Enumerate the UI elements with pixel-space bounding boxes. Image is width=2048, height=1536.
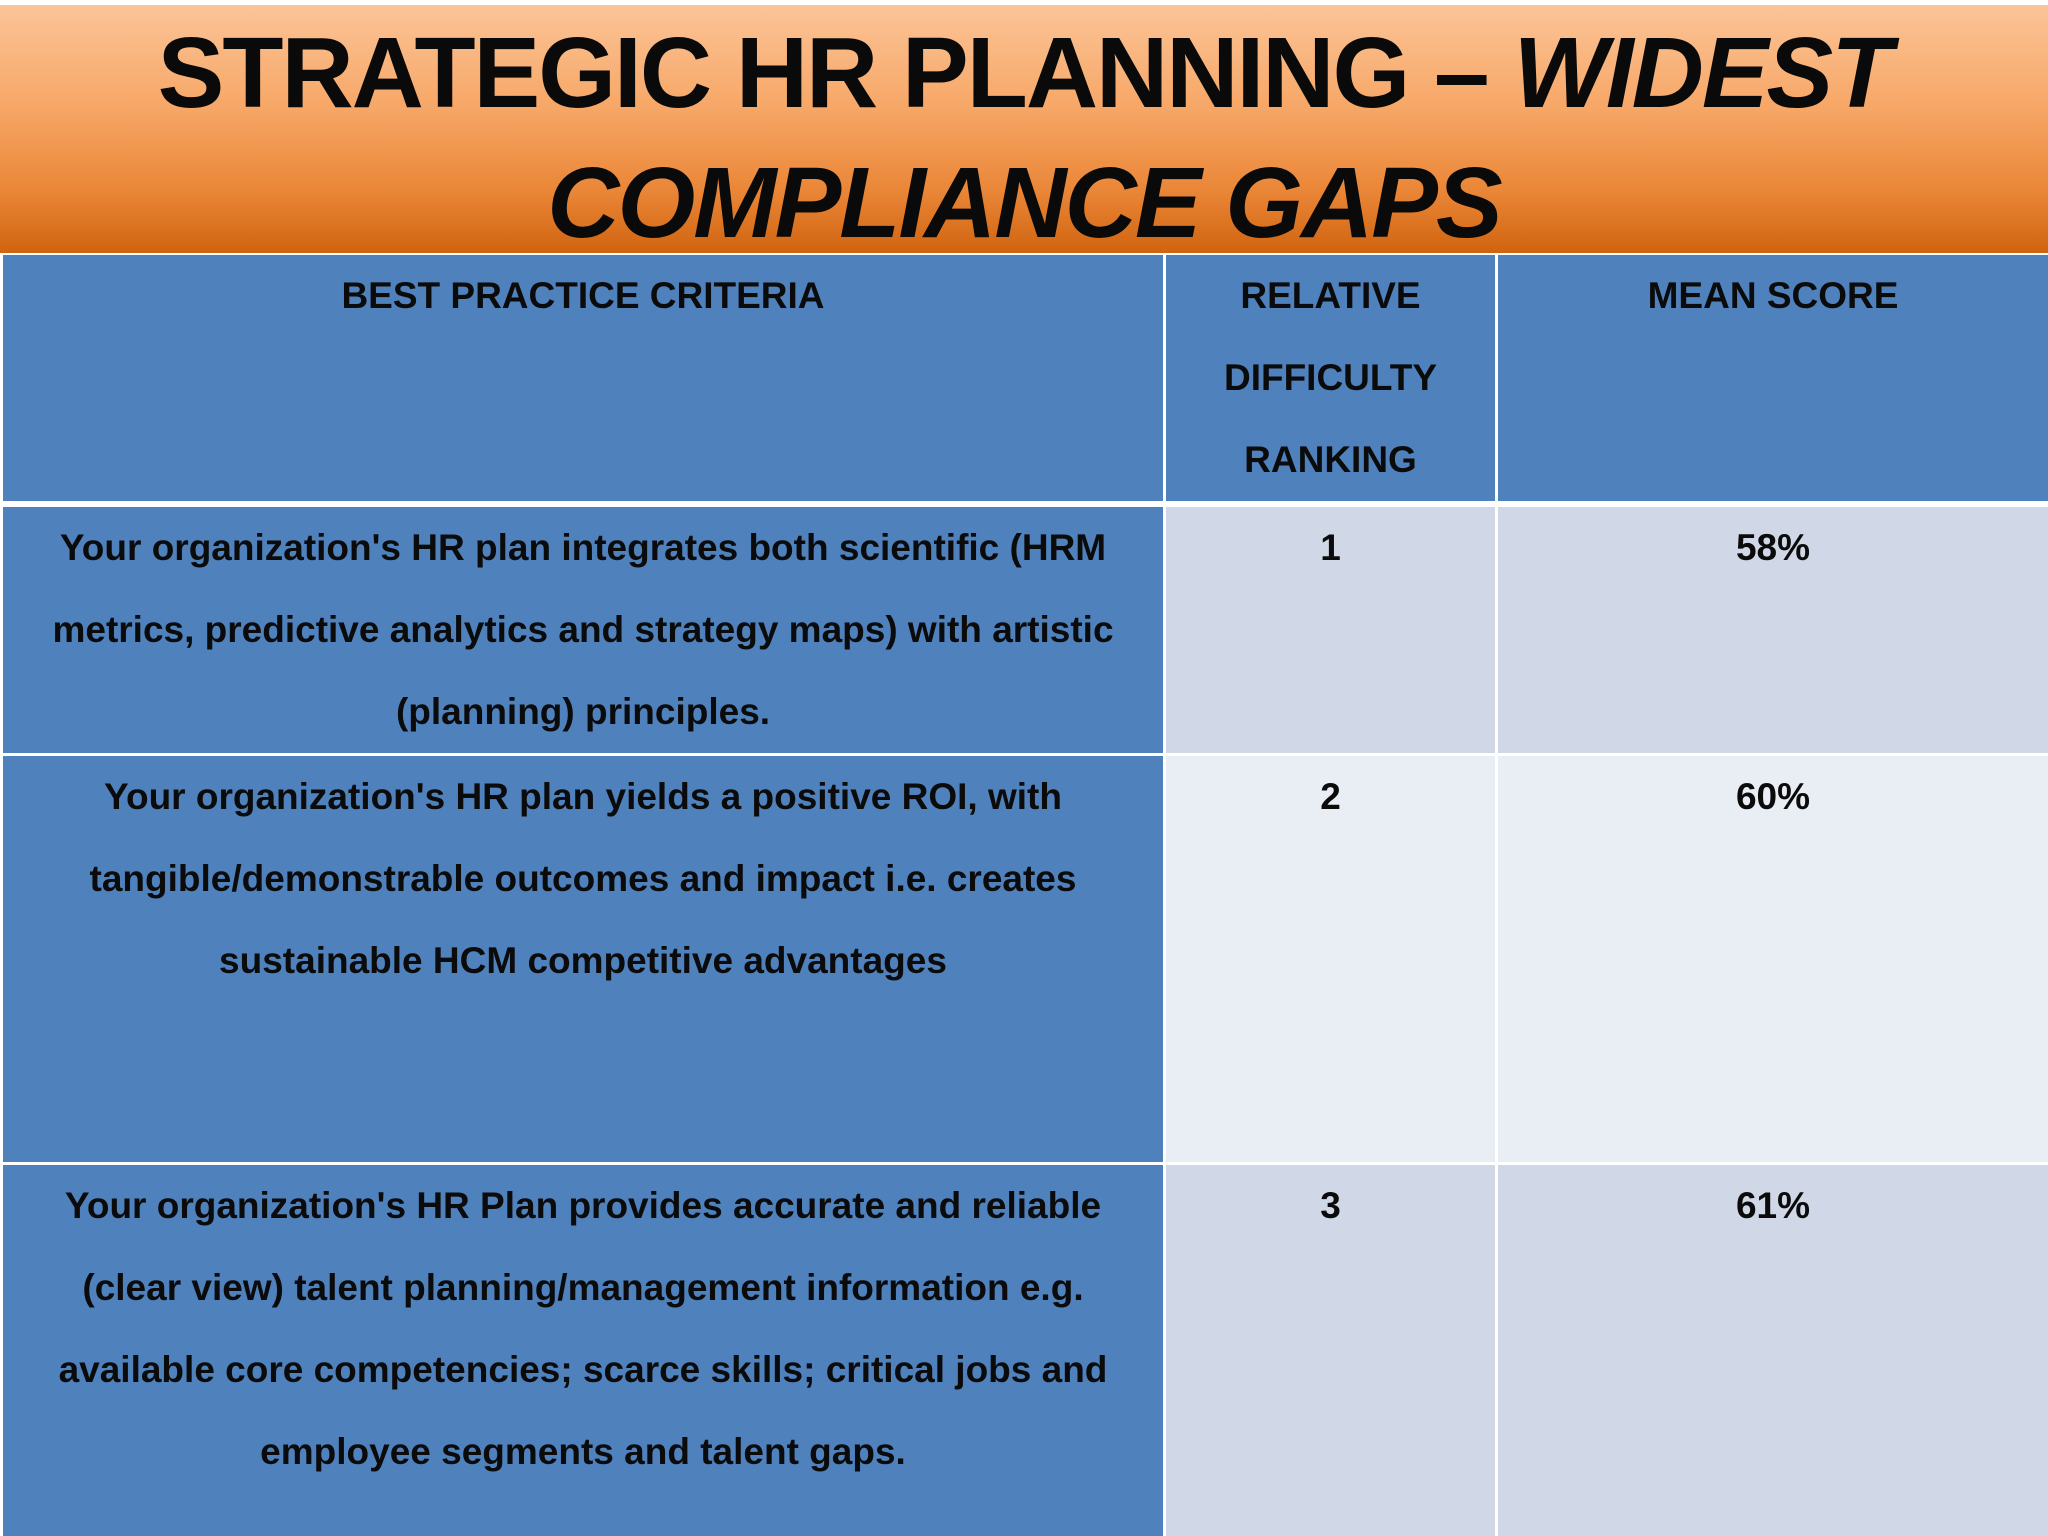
criteria-cell: Your organization's HR plan yields a pos… bbox=[0, 754, 1166, 1165]
slide-title-line-1: STRATEGIC HR PLANNING – WIDEST bbox=[0, 13, 2048, 133]
header-ranking-line-2: DIFFICULTY bbox=[1223, 357, 1438, 398]
criteria-cell: Your organization's HR Plan provides acc… bbox=[0, 1163, 1166, 1536]
title-banner: STRATEGIC HR PLANNING – WIDEST COMPLIANC… bbox=[0, 5, 2048, 259]
ranking-cell: 3 bbox=[1163, 1163, 1498, 1536]
score-cell: 58% bbox=[1495, 504, 2048, 756]
table-row: Your organization's HR plan yields a pos… bbox=[0, 754, 2048, 1165]
slide-title-line-2: COMPLIANCE GAPS bbox=[547, 147, 1502, 259]
header-criteria: BEST PRACTICE CRITERIA bbox=[0, 255, 1166, 507]
score-cell: 60% bbox=[1495, 754, 2048, 1165]
slide-title-plain: STRATEGIC HR PLANNING – bbox=[157, 17, 1514, 129]
ranking-cell: 2 bbox=[1163, 754, 1498, 1165]
header-score: MEAN SCORE bbox=[1495, 255, 2048, 507]
header-ranking: RELATIVE DIFFICULTY RANKING bbox=[1163, 255, 1498, 507]
score-cell: 61% bbox=[1495, 1163, 2048, 1536]
compliance-gaps-table: BEST PRACTICE CRITERIA RELATIVE DIFFICULT… bbox=[0, 255, 2048, 1536]
table-row: Your organization's HR plan integrates b… bbox=[0, 504, 2048, 756]
ranking-cell: 1 bbox=[1163, 504, 1498, 756]
header-ranking-line-1: RELATIVE bbox=[1240, 275, 1421, 316]
header-ranking-line-3: RANKING bbox=[1244, 439, 1417, 480]
slide-title-italic: WIDEST bbox=[1513, 17, 1892, 129]
criteria-cell: Your organization's HR plan integrates b… bbox=[0, 504, 1166, 756]
table-row: Your organization's HR Plan provides acc… bbox=[0, 1163, 2048, 1536]
table-header-row: BEST PRACTICE CRITERIA RELATIVE DIFFICULT… bbox=[0, 255, 2048, 507]
